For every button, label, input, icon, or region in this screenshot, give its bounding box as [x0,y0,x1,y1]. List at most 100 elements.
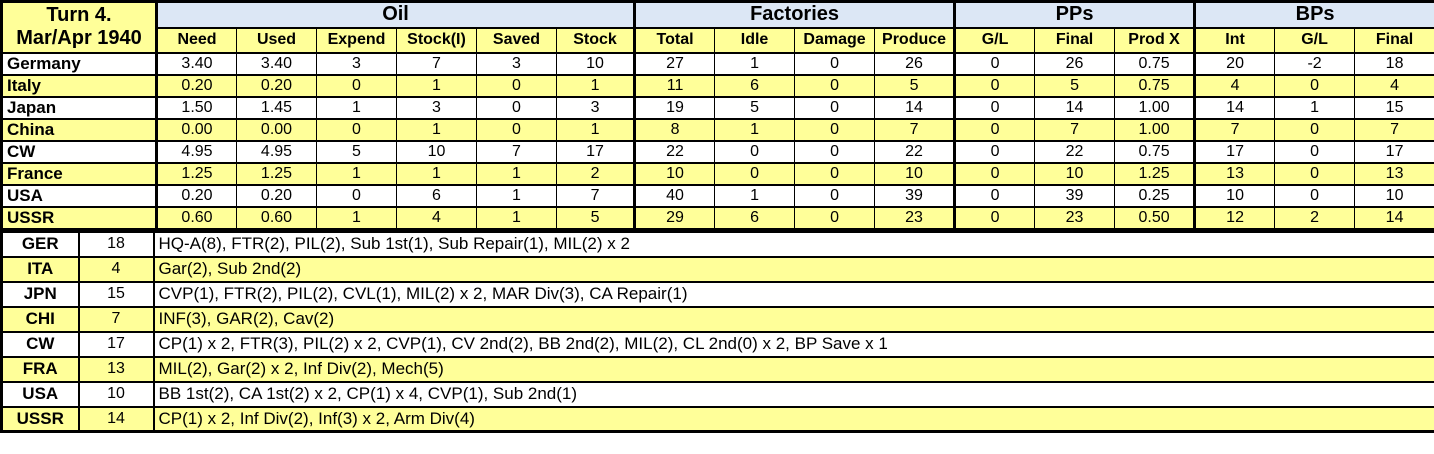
factories-value-cell: 26 [874,51,956,76]
factories-value-cell: 29 [633,205,716,230]
country-name: China [1,117,157,142]
group-header-pps: PPs [953,0,1196,29]
build-row: CHI 7 INF(3), GAR(2), Cav(2) [1,305,1434,333]
factories-value-cell: 0 [714,161,796,186]
country-name: USSR [1,205,157,230]
oil-value-cell: 7 [555,183,636,208]
build-points: 10 [78,380,155,408]
build-items-list: CP(1) x 2, Inf Div(2), Inf(3) x 2, Arm D… [153,405,1434,433]
column-header-total: Total [633,26,716,54]
build-items-list: INF(3), GAR(2), Cav(2) [153,305,1434,333]
factories-value-cell: 0 [794,117,876,142]
pps-value-cell: 0.50 [1114,205,1196,230]
bps-value-cell: 7 [1193,117,1276,142]
bps-value-cell: -2 [1274,51,1356,76]
pps-value-cell: 7 [1034,117,1116,142]
bps-value-cell: 0 [1274,139,1356,164]
build-items-list: CP(1) x 2, FTR(3), PIL(2) x 2, CVP(1), C… [153,330,1434,358]
build-country-label: USSR [1,405,80,433]
bps-value-cell: 13 [1354,161,1434,186]
build-points: 18 [78,230,155,258]
oil-value-cell: 3.40 [236,51,317,76]
oil-value-cell: 1.25 [236,161,317,186]
pps-value-cell: 0 [953,139,1036,164]
country-name: France [1,161,157,186]
group-header-oil: Oil [154,0,636,29]
oil-value-cell: 3 [476,51,557,76]
column-header-int: Int [1193,26,1276,54]
oil-value-cell: 0 [316,73,397,98]
pps-value-cell: 0 [953,117,1036,142]
pps-value-cell: 0 [953,161,1036,186]
factories-value-cell: 0 [794,95,876,120]
country-row: Italy 0.20 0.20 0 1 0 1 11 6 0 5 0 5 0.75 4 0 4 [1,73,1434,98]
oil-value-cell: 1 [316,161,397,186]
pps-value-cell: 1.00 [1114,117,1196,142]
oil-value-cell: 0 [476,73,557,98]
bps-value-cell: 4 [1354,73,1434,98]
country-name: CW [1,139,157,164]
factories-value-cell: 1 [714,51,796,76]
oil-value-cell: 1.50 [155,95,237,120]
column-header-stock-i-: Stock(I) [396,26,477,54]
bps-value-cell: 17 [1193,139,1276,164]
oil-value-cell: 1 [396,73,477,98]
factories-value-cell: 0 [794,139,876,164]
country-name: Italy [1,73,157,98]
oil-value-cell: 1 [476,205,557,230]
column-header-need: Need [155,26,237,54]
oil-value-cell: 0.20 [155,73,237,98]
group-header-bps: BPs [1193,0,1434,29]
bps-value-cell: 20 [1193,51,1276,76]
pps-value-cell: 10 [1034,161,1116,186]
oil-value-cell: 0.20 [236,183,317,208]
pps-value-cell: 0 [953,183,1036,208]
bps-value-cell: 14 [1354,205,1434,230]
column-header-prod-x: Prod X [1114,26,1196,54]
oil-value-cell: 1.45 [236,95,317,120]
bps-value-cell: 12 [1193,205,1276,230]
build-row: USSR 14 CP(1) x 2, Inf Div(2), Inf(3) x 2,… [1,405,1434,433]
factories-value-cell: 23 [874,205,956,230]
factories-value-cell: 5 [714,95,796,120]
build-country-label: ITA [1,255,80,283]
turn-date-label: Mar/Apr 1940 [16,27,142,50]
pps-value-cell: 26 [1034,51,1116,76]
factories-value-cell: 14 [874,95,956,120]
oil-value-cell: 1 [476,161,557,186]
pps-value-cell: 5 [1034,73,1116,98]
oil-value-cell: 2 [555,161,636,186]
pps-value-cell: 0.25 [1114,183,1196,208]
bps-value-cell: 2 [1274,205,1356,230]
factories-value-cell: 0 [794,73,876,98]
bps-value-cell: 0 [1274,183,1356,208]
pps-value-cell: 0 [953,51,1036,76]
country-row: Japan 1.50 1.45 1 3 0 3 19 5 0 14 0 14 1.00 14 1 15 [1,95,1434,120]
build-points: 7 [78,305,155,333]
oil-value-cell: 1 [316,205,397,230]
factories-value-cell: 11 [633,73,716,98]
build-row: CW 17 CP(1) x 2, FTR(3), PIL(2) x 2, CVP(1… [1,330,1434,358]
build-points: 14 [78,405,155,433]
oil-value-cell: 6 [396,183,477,208]
country-row: CW 4.95 4.95 5 10 7 17 22 0 0 22 0 22 0.75 17 0 17 [1,139,1434,164]
column-header-used: Used [236,26,317,54]
pps-value-cell: 0.75 [1114,51,1196,76]
group-header-row: Turn 4. Mar/Apr 1940 Oil Factories PPs B… [1,0,1434,54]
build-items-list: HQ-A(8), FTR(2), PIL(2), Sub 1st(1), Sub… [153,230,1434,258]
bps-value-cell: 15 [1354,95,1434,120]
column-header-idle: Idle [714,26,796,54]
build-items-list: Gar(2), Sub 2nd(2) [153,255,1434,283]
factories-value-cell: 22 [633,139,716,164]
factories-value-cell: 27 [633,51,716,76]
oil-value-cell: 1 [316,95,397,120]
bps-value-cell: 0 [1274,117,1356,142]
build-points: 15 [78,280,155,308]
factories-value-cell: 0 [794,51,876,76]
oil-value-cell: 0.60 [236,205,317,230]
bps-value-cell: 1 [1274,95,1356,120]
bps-value-cell: 10 [1354,183,1434,208]
column-header-g-l: G/L [953,26,1036,54]
bps-value-cell: 18 [1354,51,1434,76]
